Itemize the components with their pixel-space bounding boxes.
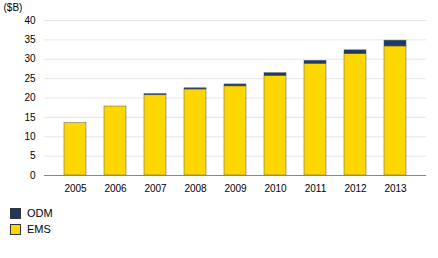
svg-text:2005: 2005 (64, 183, 87, 194)
svg-text:2008: 2008 (184, 183, 207, 194)
svg-text:2012: 2012 (344, 183, 367, 194)
svg-text:15: 15 (24, 112, 36, 123)
svg-text:35: 35 (24, 34, 36, 45)
svg-text:5: 5 (30, 150, 36, 161)
svg-text:0: 0 (30, 170, 36, 181)
svg-text:2011: 2011 (305, 183, 327, 194)
svg-text:($B): ($B) (4, 2, 23, 13)
svg-text:2007: 2007 (144, 183, 167, 194)
svg-text:2006: 2006 (104, 183, 127, 194)
svg-text:20: 20 (24, 92, 36, 103)
html-text:EMS: EMS (27, 223, 51, 235)
svg-text:2010: 2010 (264, 183, 287, 194)
svg-text:25: 25 (24, 73, 36, 84)
svg-text:30: 30 (24, 53, 36, 64)
svg-text:2009: 2009 (224, 183, 247, 194)
svg-text:2013: 2013 (384, 183, 407, 194)
svg-text:10: 10 (24, 131, 36, 142)
svg-text:40: 40 (24, 15, 36, 26)
html-text:ODM: ODM (27, 207, 53, 219)
